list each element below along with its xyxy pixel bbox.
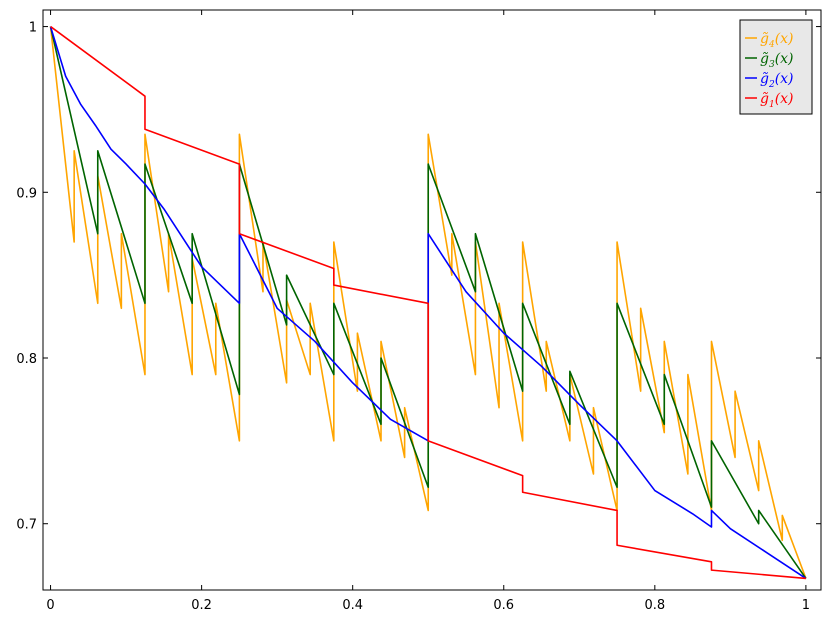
legend-label-g4-rest: (x): [775, 31, 794, 47]
legend-label-g2: g̃2(x): [760, 71, 794, 90]
legend-label-g1-sub: 1: [769, 100, 775, 110]
legend-label-g2-base: g̃: [760, 71, 769, 87]
series-layer: [49, 25, 807, 580]
legend-label-g2-rest: (x): [775, 71, 794, 87]
legend-label-g1-rest: (x): [775, 91, 794, 107]
legend-label-g3-rest: (x): [775, 51, 794, 67]
y-tick-label: 0.7: [16, 518, 37, 533]
x-tick-label: 0: [46, 598, 54, 613]
legend-entry-g3: g̃3(x): [745, 51, 794, 70]
legend-entry-g1: g̃1(x): [745, 91, 794, 110]
legend-label-g1-base: g̃: [760, 91, 769, 107]
legend-label-g1: g̃1(x): [760, 91, 794, 110]
legend: g̃4(x) g̃3(x) g̃2(x) g̃1(x): [739, 19, 813, 115]
y-tick-label: 0.8: [16, 352, 37, 367]
x-tick-label: 0.6: [493, 598, 514, 613]
x-tick-label: 0.4: [342, 598, 363, 613]
series-line-g1: [50, 25, 806, 580]
x-tick-label: 1: [802, 598, 810, 613]
legend-label-g3-base: g̃: [760, 51, 769, 67]
x-tick-label: 0.2: [191, 598, 212, 613]
y-tick-label: 1: [29, 21, 37, 36]
legend-entry-g4: g̃4(x): [745, 31, 794, 50]
axis-ticks: 0 0.2 0.4 0.6 0.8 1 0.7 0.8 0.9 1: [16, 10, 821, 613]
legend-label-g4-base: g̃: [760, 31, 769, 47]
series-line-g2: [49, 26, 807, 580]
legend-label-g3: g̃3(x): [760, 51, 794, 70]
x-tick-label: 0.8: [644, 598, 665, 613]
y-tick-label: 0.9: [16, 186, 37, 201]
legend-label-g4: g̃4(x): [760, 31, 794, 50]
legend-label-g2-sub: 2: [768, 80, 775, 90]
plot-frame: [42, 9, 822, 591]
legend-label-g4-sub: 4: [768, 40, 775, 50]
legend-label-g3-sub: 3: [769, 60, 775, 70]
legend-entry-g2: g̃2(x): [745, 71, 794, 90]
